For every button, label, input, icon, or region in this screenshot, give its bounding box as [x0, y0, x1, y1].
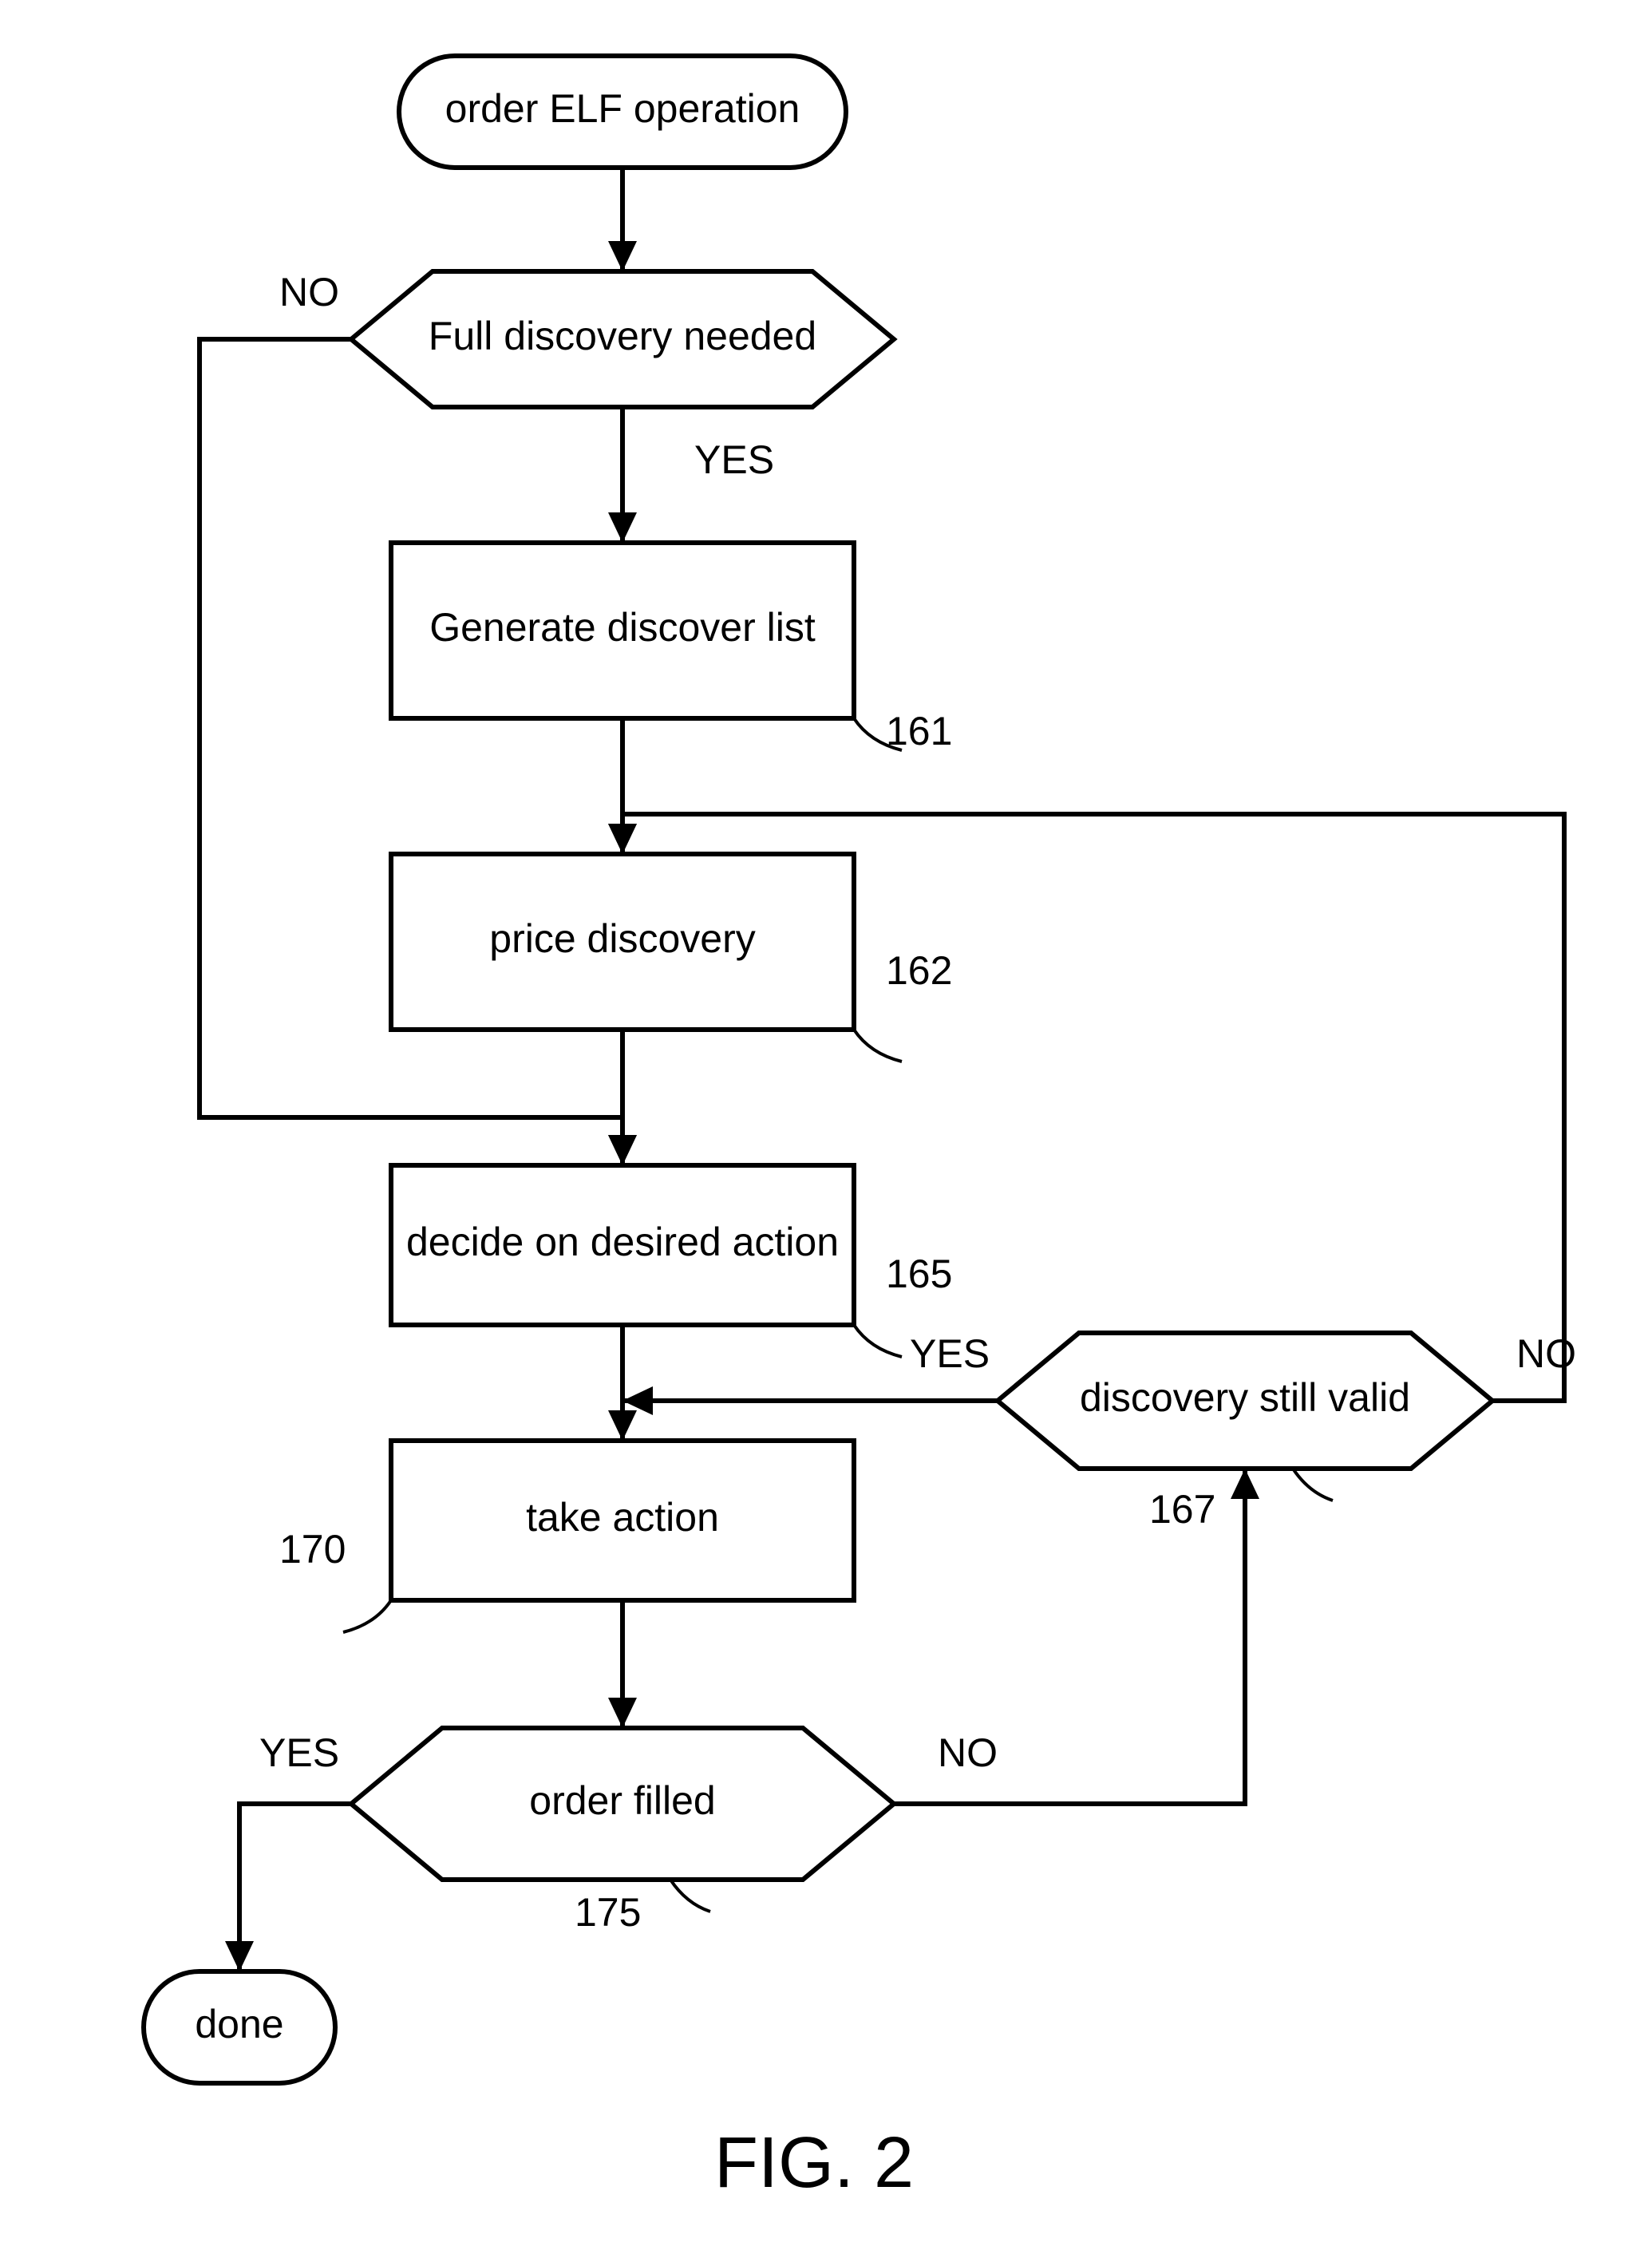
edge-9: NO [622, 814, 1576, 1401]
node-ref: 167 [1149, 1487, 1215, 1532]
node-p_take: take action 170 [279, 1495, 719, 1632]
node-label: Full discovery needed [429, 314, 816, 358]
node-label: decide on desired action [406, 1220, 839, 1264]
node-label: Generate discover list [429, 605, 816, 650]
node-d_filled: order filled 175 [529, 1778, 715, 1935]
edge-label: YES [259, 1730, 339, 1775]
edge-10: YES [239, 1730, 351, 1971]
node-label: order filled [529, 1778, 715, 1823]
edge-8: YES [622, 1331, 998, 1401]
node-ref: 165 [886, 1251, 952, 1296]
node-d_full: Full discovery needed [429, 314, 816, 358]
node-label: discovery still valid [1080, 1375, 1410, 1420]
edge-label: YES [910, 1331, 990, 1376]
node-ref: 170 [279, 1527, 346, 1572]
edge-label: NO [938, 1730, 998, 1775]
node-p_gen: Generate discover list161 [429, 605, 952, 753]
edge-label: YES [694, 437, 774, 482]
node-p_decide: decide on desired action 165 [406, 1220, 952, 1357]
node-ref: 162 [886, 948, 952, 993]
node-label: order ELF operation [445, 86, 800, 131]
node-start: order ELF operation [445, 86, 800, 131]
node-done: done [195, 2002, 283, 2046]
node-ref: 175 [575, 1890, 641, 1935]
node-label: price discovery [489, 916, 755, 961]
edge-label: NO [1516, 1331, 1576, 1376]
node-label: done [195, 2002, 283, 2046]
edge-1: YES [622, 407, 774, 543]
edge-label: NO [279, 270, 339, 314]
node-label: take action [526, 1495, 719, 1540]
figure-caption: FIG. 2 [714, 2123, 914, 2203]
node-p_price: price discovery 162 [489, 916, 952, 1062]
